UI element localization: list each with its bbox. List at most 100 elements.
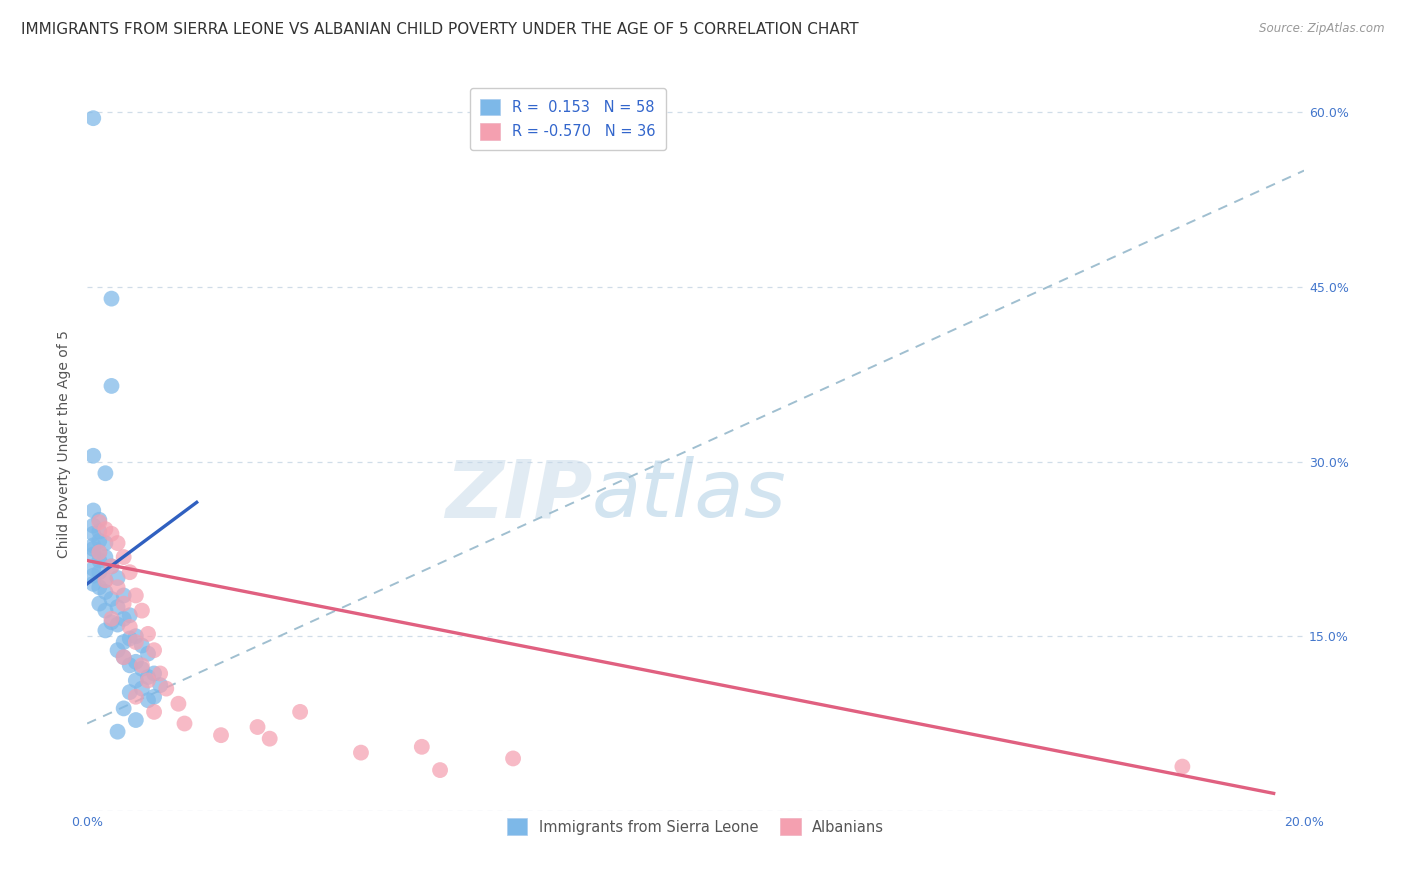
Point bbox=[82, 541, 104, 556]
Point bbox=[82, 518, 104, 533]
Point bbox=[136, 673, 159, 688]
Point bbox=[118, 685, 141, 699]
Legend: Immigrants from Sierra Leone, Albanians: Immigrants from Sierra Leone, Albanians bbox=[498, 810, 893, 844]
Point bbox=[125, 635, 148, 649]
Point bbox=[350, 746, 373, 760]
Point bbox=[131, 604, 153, 618]
Point bbox=[112, 650, 135, 665]
Point bbox=[112, 701, 135, 715]
Point bbox=[149, 678, 172, 692]
Point bbox=[112, 550, 135, 565]
Text: Source: ZipAtlas.com: Source: ZipAtlas.com bbox=[1260, 22, 1385, 36]
Point bbox=[107, 724, 129, 739]
Point bbox=[136, 693, 159, 707]
Point bbox=[100, 526, 122, 541]
Point bbox=[89, 545, 111, 559]
Point bbox=[288, 705, 311, 719]
Point bbox=[143, 705, 166, 719]
Point bbox=[94, 467, 117, 481]
Point bbox=[107, 643, 129, 657]
Text: atlas: atlas bbox=[592, 457, 787, 534]
Point bbox=[143, 643, 166, 657]
Point bbox=[107, 600, 129, 615]
Text: ZIP: ZIP bbox=[444, 457, 592, 534]
Point bbox=[94, 574, 117, 588]
Point bbox=[89, 553, 111, 567]
Point bbox=[100, 559, 122, 574]
Point bbox=[118, 632, 141, 646]
Point bbox=[125, 655, 148, 669]
Point bbox=[82, 548, 104, 562]
Point bbox=[89, 580, 111, 594]
Point bbox=[89, 524, 111, 539]
Point bbox=[125, 673, 148, 688]
Point bbox=[118, 620, 141, 634]
Point bbox=[89, 565, 111, 579]
Point bbox=[131, 662, 153, 676]
Point bbox=[112, 650, 135, 665]
Text: IMMIGRANTS FROM SIERRA LEONE VS ALBANIAN CHILD POVERTY UNDER THE AGE OF 5 CORREL: IMMIGRANTS FROM SIERRA LEONE VS ALBANIAN… bbox=[21, 22, 859, 37]
Point bbox=[173, 716, 195, 731]
Point bbox=[82, 568, 104, 582]
Point bbox=[429, 763, 451, 777]
Point bbox=[82, 526, 104, 541]
Point bbox=[89, 513, 111, 527]
Point bbox=[89, 533, 111, 548]
Point bbox=[82, 111, 104, 125]
Point bbox=[1171, 759, 1194, 773]
Point bbox=[131, 639, 153, 653]
Point bbox=[94, 585, 117, 599]
Point bbox=[82, 538, 104, 552]
Point bbox=[94, 604, 117, 618]
Point bbox=[259, 731, 281, 746]
Point bbox=[82, 562, 104, 576]
Point bbox=[149, 666, 172, 681]
Point bbox=[411, 739, 433, 754]
Point bbox=[100, 292, 122, 306]
Point bbox=[167, 697, 190, 711]
Point bbox=[118, 565, 141, 579]
Point bbox=[100, 612, 122, 626]
Point bbox=[94, 536, 117, 550]
Point bbox=[100, 615, 122, 630]
Point bbox=[125, 629, 148, 643]
Point bbox=[107, 580, 129, 594]
Point bbox=[118, 658, 141, 673]
Point bbox=[118, 608, 141, 623]
Point bbox=[94, 522, 117, 536]
Point bbox=[94, 574, 117, 588]
Point bbox=[143, 690, 166, 704]
Point bbox=[125, 690, 148, 704]
Point bbox=[131, 681, 153, 696]
Point bbox=[94, 550, 117, 565]
Point bbox=[125, 589, 148, 603]
Point bbox=[107, 536, 129, 550]
Point bbox=[131, 658, 153, 673]
Point bbox=[143, 666, 166, 681]
Point bbox=[82, 503, 104, 517]
Point bbox=[136, 647, 159, 661]
Point bbox=[155, 681, 177, 696]
Y-axis label: Child Poverty Under the Age of 5: Child Poverty Under the Age of 5 bbox=[58, 330, 72, 558]
Point bbox=[125, 713, 148, 727]
Point bbox=[100, 559, 122, 574]
Point bbox=[112, 612, 135, 626]
Point bbox=[107, 571, 129, 585]
Point bbox=[107, 617, 129, 632]
Point bbox=[94, 624, 117, 638]
Point bbox=[112, 589, 135, 603]
Point bbox=[89, 597, 111, 611]
Point bbox=[89, 545, 111, 559]
Point bbox=[82, 449, 104, 463]
Point bbox=[136, 627, 159, 641]
Point bbox=[100, 591, 122, 606]
Point bbox=[112, 635, 135, 649]
Point bbox=[89, 515, 111, 529]
Point bbox=[82, 577, 104, 591]
Point bbox=[246, 720, 269, 734]
Point bbox=[100, 379, 122, 393]
Point bbox=[136, 670, 159, 684]
Point bbox=[112, 597, 135, 611]
Point bbox=[209, 728, 232, 742]
Point bbox=[502, 751, 524, 765]
